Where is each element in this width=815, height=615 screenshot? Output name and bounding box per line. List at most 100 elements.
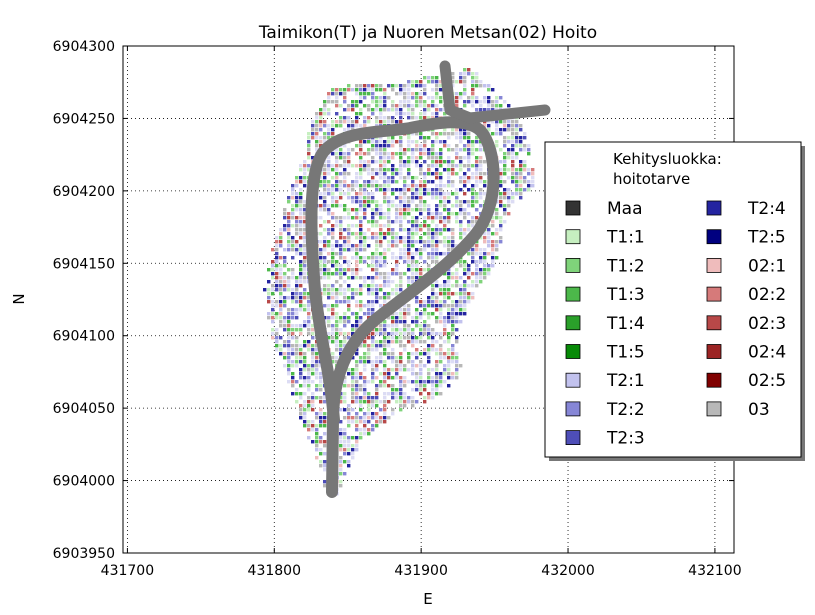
stand-cell <box>527 172 531 176</box>
stand-cell <box>267 300 271 304</box>
stand-cell <box>443 160 447 164</box>
stand-cell <box>471 256 475 260</box>
stand-cell <box>347 124 351 128</box>
stand-cell <box>467 212 471 216</box>
stand-cell <box>343 248 347 252</box>
stand-cell <box>311 156 315 160</box>
stand-cell <box>347 104 351 108</box>
stand-cell <box>287 316 291 320</box>
stand-cell <box>395 196 399 200</box>
stand-cell <box>443 316 447 320</box>
stand-cell <box>463 176 467 180</box>
stand-cell <box>439 228 443 232</box>
stand-cell <box>351 328 355 332</box>
stand-cell <box>299 296 303 300</box>
stand-cell <box>419 136 423 140</box>
stand-cell <box>435 368 439 372</box>
stand-cell <box>291 272 295 276</box>
legend-swatch <box>565 344 581 359</box>
stand-cell <box>363 152 367 156</box>
stand-cell <box>403 236 407 240</box>
stand-cell <box>327 284 331 288</box>
stand-cell <box>423 176 427 180</box>
stand-cell <box>431 188 435 192</box>
stand-cell <box>479 176 483 180</box>
stand-cell <box>395 336 399 340</box>
stand-cell <box>475 260 479 264</box>
stand-cell <box>435 204 439 208</box>
stand-cell <box>511 164 515 168</box>
stand-cell <box>407 88 411 92</box>
stand-cell <box>407 340 411 344</box>
stand-cell <box>443 168 447 172</box>
stand-cell <box>495 256 499 260</box>
stand-cell <box>403 240 407 244</box>
stand-cell <box>443 220 447 224</box>
stand-cell <box>415 324 419 328</box>
stand-cell <box>383 232 387 236</box>
stand-cell <box>395 240 399 244</box>
stand-cell <box>323 240 327 244</box>
stand-cell <box>355 424 359 428</box>
stand-cell <box>359 156 363 160</box>
stand-cell <box>495 132 499 136</box>
stand-cell <box>339 92 343 96</box>
stand-cell <box>351 448 355 452</box>
stand-cell <box>487 240 491 244</box>
stand-cell <box>395 180 399 184</box>
stand-cell <box>339 264 343 268</box>
stand-cell <box>303 240 307 244</box>
stand-cell <box>427 396 431 400</box>
stand-cell <box>423 84 427 88</box>
stand-cell <box>375 340 379 344</box>
stand-cell <box>339 316 343 320</box>
stand-cell <box>339 292 343 296</box>
stand-cell <box>339 352 343 356</box>
stand-cell <box>283 344 287 348</box>
stand-cell <box>307 292 311 296</box>
stand-cell <box>307 420 311 424</box>
stand-cell <box>351 384 355 388</box>
stand-cell <box>375 332 379 336</box>
stand-cell <box>311 396 315 400</box>
stand-cell <box>395 236 399 240</box>
stand-cell <box>359 288 363 292</box>
stand-cell <box>383 144 387 148</box>
stand-cell <box>463 228 467 232</box>
stand-cell <box>499 204 503 208</box>
stand-cell <box>351 380 355 384</box>
stand-cell <box>351 256 355 260</box>
stand-cell <box>299 232 303 236</box>
stand-cell <box>383 140 387 144</box>
stand-cell <box>503 208 507 212</box>
stand-cell <box>303 408 307 412</box>
stand-cell <box>355 244 359 248</box>
stand-cell <box>399 272 403 276</box>
stand-cell <box>379 104 383 108</box>
stand-cell <box>319 112 323 116</box>
stand-cell <box>511 132 515 136</box>
stand-cell <box>431 220 435 224</box>
stand-cell <box>303 360 307 364</box>
stand-cell <box>375 368 379 372</box>
stand-cell <box>283 304 287 308</box>
stand-cell <box>507 196 511 200</box>
stand-cell <box>479 160 483 164</box>
stand-cell <box>343 236 347 240</box>
stand-cell <box>327 128 331 132</box>
stand-cell <box>443 296 447 300</box>
stand-cell <box>447 272 451 276</box>
stand-cell <box>383 252 387 256</box>
stand-cell <box>515 140 519 144</box>
stand-cell <box>499 220 503 224</box>
stand-cell <box>399 276 403 280</box>
stand-cell <box>491 220 495 224</box>
stand-cell <box>455 152 459 156</box>
stand-cell <box>367 120 371 124</box>
stand-cell <box>331 152 335 156</box>
stand-cell <box>419 164 423 168</box>
stand-cell <box>463 156 467 160</box>
stand-cell <box>435 176 439 180</box>
stand-cell <box>455 284 459 288</box>
stand-cell <box>291 192 295 196</box>
